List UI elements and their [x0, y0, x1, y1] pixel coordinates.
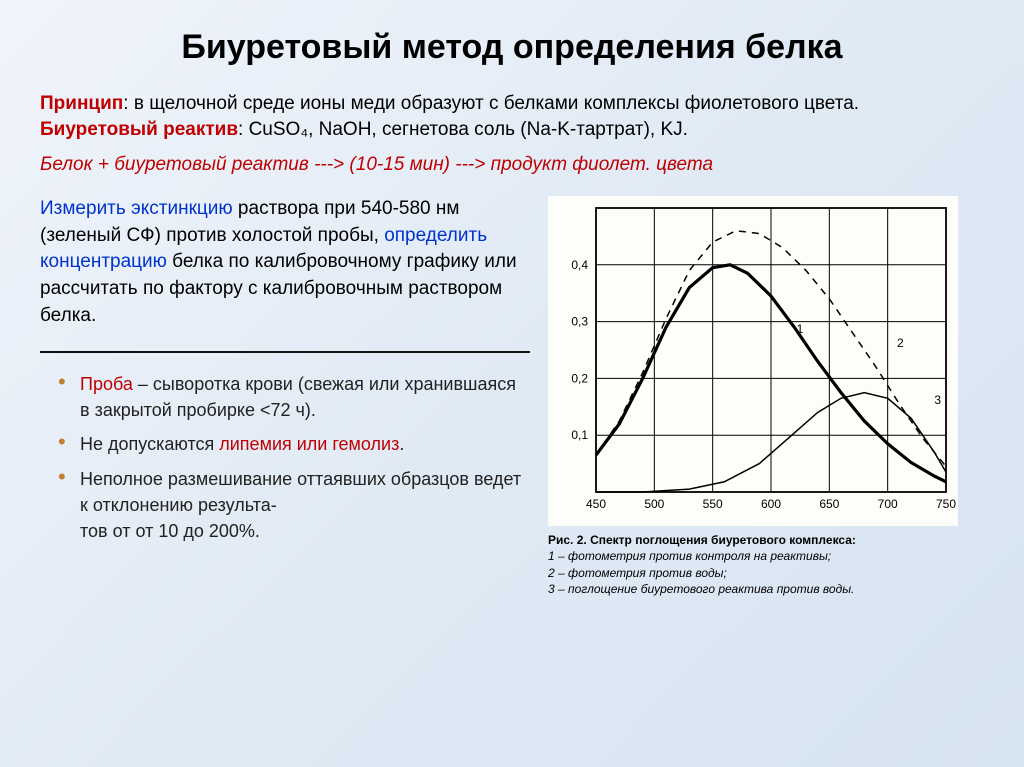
svg-text:600: 600	[761, 497, 781, 511]
principle-label: Принцип	[40, 93, 123, 114]
section-divider	[40, 351, 530, 353]
principle-paragraph: Принцип: в щелочной среде ионы меди обра…	[40, 91, 984, 142]
svg-text:0,2: 0,2	[571, 372, 588, 386]
svg-text:3: 3	[934, 393, 941, 407]
sample-label: Проба	[80, 374, 133, 394]
svg-text:0,1: 0,1	[571, 428, 588, 442]
b2-post: .	[399, 434, 404, 454]
chart-caption: Рис. 2. Спектр поглощения биуретового ко…	[548, 532, 856, 597]
svg-text:550: 550	[703, 497, 723, 511]
caption-line-1: 1 – фотометрия против контроля на реакти…	[548, 549, 831, 563]
list-item: Проба – сыворотка крови (свежая или хран…	[58, 371, 530, 423]
svg-text:450: 450	[586, 497, 606, 511]
b2-warn: липемия или гемолиз	[219, 434, 399, 454]
reagent-text: : CuSO₄, NaOH, сегнетова соль (Na-K-тарт…	[238, 119, 688, 140]
reaction-equation: Белок + биуретовый реактив ---> (10-15 м…	[40, 154, 984, 176]
svg-text:700: 700	[878, 497, 898, 511]
svg-text:650: 650	[819, 497, 839, 511]
page-title: Биуретовый метод определения белка	[40, 28, 984, 67]
list-item: Не допускаются липемия или гемолиз.	[58, 431, 530, 457]
measure-action-1: Измерить экстинкцию	[40, 198, 233, 219]
b2-pre: Не допускаются	[80, 434, 219, 454]
notes-list: Проба – сыворотка крови (свежая или хран…	[40, 371, 530, 544]
svg-text:0,3: 0,3	[571, 315, 588, 329]
measurement-paragraph: Измерить экстинкцию раствора при 540-580…	[40, 196, 530, 329]
principle-text: : в щелочной среде ионы меди образуют с …	[123, 93, 859, 114]
svg-text:2: 2	[897, 336, 904, 350]
svg-text:1: 1	[797, 322, 804, 336]
caption-line-2: 2 – фотометрия против воды;	[548, 566, 727, 580]
svg-text:0,4: 0,4	[571, 258, 588, 272]
caption-title: Рис. 2. Спектр поглощения биуретового ко…	[548, 533, 856, 547]
svg-text:500: 500	[644, 497, 664, 511]
caption-line-3: 3 – поглощение биуретового реактива прот…	[548, 582, 854, 596]
reagent-label: Биуретовый реактив	[40, 119, 238, 140]
list-item: Неполное размешивание оттаявших образцов…	[58, 466, 530, 544]
sample-rest: – сыворотка крови (свежая или хранившаяс…	[80, 374, 516, 420]
svg-text:750: 750	[936, 497, 956, 511]
absorption-spectrum-chart: 450 500 550 600 650 700 750 0,1 0,2 0,3 0,4 1 2 3	[548, 196, 958, 526]
